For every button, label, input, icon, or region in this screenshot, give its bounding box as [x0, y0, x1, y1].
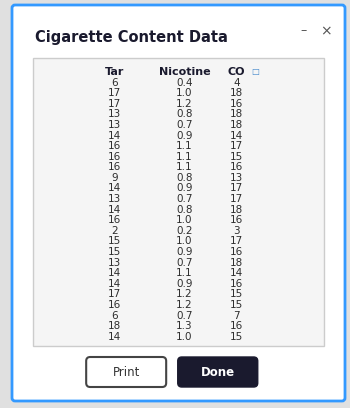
Text: 17: 17: [230, 236, 243, 246]
Text: 14: 14: [108, 184, 121, 193]
Text: 1.0: 1.0: [176, 236, 193, 246]
Text: 18: 18: [230, 88, 243, 98]
Text: 15: 15: [230, 289, 243, 299]
Text: 6: 6: [111, 310, 118, 321]
Text: CO: CO: [228, 67, 245, 77]
FancyBboxPatch shape: [12, 5, 345, 401]
FancyBboxPatch shape: [86, 357, 166, 387]
Text: □: □: [251, 67, 259, 76]
Text: Tar: Tar: [105, 67, 124, 77]
Text: 0.7: 0.7: [176, 310, 193, 321]
Text: 15: 15: [108, 247, 121, 257]
Text: 14: 14: [108, 268, 121, 278]
Text: 14: 14: [108, 131, 121, 140]
FancyBboxPatch shape: [33, 58, 324, 346]
Text: Print: Print: [112, 366, 140, 379]
Text: 15: 15: [230, 152, 243, 162]
Text: 17: 17: [230, 194, 243, 204]
Text: 0.9: 0.9: [176, 131, 193, 140]
Text: 1.2: 1.2: [176, 99, 193, 109]
Text: 18: 18: [230, 205, 243, 215]
Text: 1.0: 1.0: [176, 215, 193, 225]
Text: 15: 15: [230, 300, 243, 310]
Text: 17: 17: [108, 88, 121, 98]
Text: 13: 13: [108, 194, 121, 204]
Text: 0.4: 0.4: [176, 78, 193, 88]
Text: 14: 14: [108, 332, 121, 342]
Text: 16: 16: [230, 99, 243, 109]
Text: 18: 18: [230, 109, 243, 120]
Text: 16: 16: [230, 247, 243, 257]
Text: 14: 14: [108, 205, 121, 215]
Text: 1.1: 1.1: [176, 141, 193, 151]
Text: –: –: [301, 24, 307, 37]
Text: 16: 16: [230, 162, 243, 172]
Text: 16: 16: [108, 162, 121, 172]
Text: 16: 16: [108, 300, 121, 310]
Text: 3: 3: [233, 226, 240, 236]
Text: 14: 14: [108, 279, 121, 289]
Text: 0.2: 0.2: [176, 226, 193, 236]
Text: 0.8: 0.8: [176, 205, 193, 215]
Text: 15: 15: [230, 332, 243, 342]
Text: 0.8: 0.8: [176, 173, 193, 183]
Text: 7: 7: [233, 310, 240, 321]
Text: 14: 14: [230, 268, 243, 278]
Text: 4: 4: [233, 78, 240, 88]
Text: 0.7: 0.7: [176, 257, 193, 268]
Text: 17: 17: [108, 289, 121, 299]
Text: 13: 13: [108, 109, 121, 120]
Text: 1.2: 1.2: [176, 300, 193, 310]
Text: 13: 13: [230, 173, 243, 183]
Text: 0.7: 0.7: [176, 194, 193, 204]
Text: 17: 17: [230, 184, 243, 193]
Text: 13: 13: [108, 257, 121, 268]
Text: 1.0: 1.0: [176, 332, 193, 342]
Text: 16: 16: [230, 321, 243, 331]
Text: 17: 17: [108, 99, 121, 109]
Text: 16: 16: [230, 215, 243, 225]
Text: 1.1: 1.1: [176, 162, 193, 172]
Text: 13: 13: [108, 120, 121, 130]
Text: 0.8: 0.8: [176, 109, 193, 120]
Text: 18: 18: [230, 257, 243, 268]
Text: 17: 17: [230, 141, 243, 151]
Text: 15: 15: [108, 236, 121, 246]
Text: 1.3: 1.3: [176, 321, 193, 331]
Text: 0.9: 0.9: [176, 279, 193, 289]
Text: 16: 16: [108, 141, 121, 151]
Text: Cigarette Content Data: Cigarette Content Data: [35, 30, 228, 45]
Text: 0.9: 0.9: [176, 247, 193, 257]
Text: 14: 14: [230, 131, 243, 140]
Text: 6: 6: [111, 78, 118, 88]
Text: 9: 9: [111, 173, 118, 183]
Text: ×: ×: [320, 24, 332, 38]
Text: 0.9: 0.9: [176, 184, 193, 193]
Text: 2: 2: [111, 226, 118, 236]
Text: 0.7: 0.7: [176, 120, 193, 130]
Text: 1.0: 1.0: [176, 88, 193, 98]
Text: 1.1: 1.1: [176, 152, 193, 162]
Text: Done: Done: [201, 366, 235, 379]
Text: 16: 16: [230, 279, 243, 289]
Text: 1.1: 1.1: [176, 268, 193, 278]
Text: 16: 16: [108, 152, 121, 162]
Text: Nicotine: Nicotine: [159, 67, 210, 77]
Text: 1.2: 1.2: [176, 289, 193, 299]
Text: 18: 18: [108, 321, 121, 331]
FancyBboxPatch shape: [178, 357, 258, 387]
Text: 18: 18: [230, 120, 243, 130]
Text: 16: 16: [108, 215, 121, 225]
